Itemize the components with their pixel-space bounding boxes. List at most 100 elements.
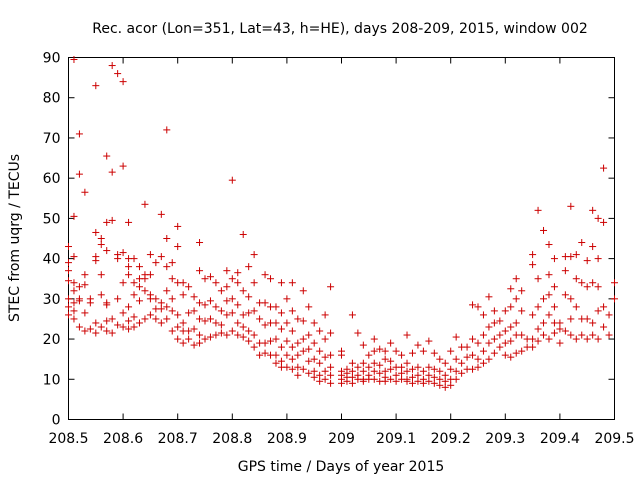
x-tick-label: 208.8 [212,431,252,447]
y-axis: 0 10 20 30 40 50 60 70 80 90 [43,51,615,429]
data-point [589,206,597,214]
data-point [572,275,580,283]
data-point [108,216,116,224]
data-point [250,251,258,259]
data-point [518,347,526,355]
data-point [540,226,548,234]
data-point [474,303,482,311]
data-point [228,309,236,317]
data-point [130,313,138,321]
data-point [550,303,558,311]
data-point [196,315,204,323]
data-point [272,319,280,327]
data-point [294,351,302,359]
data-point [583,257,591,265]
data-point [86,299,94,307]
data-point [490,319,498,327]
data-point [370,359,378,367]
data-point [518,331,526,339]
data-point [398,369,406,377]
data-point [310,355,318,363]
data-point [294,339,302,347]
data-point [201,335,209,343]
data-point [447,347,455,355]
x-axis-label: GPS time / Days of year 2015 [238,459,445,475]
data-point [338,351,345,359]
data-point [469,351,477,359]
data-point [348,367,356,375]
data-point [561,267,569,275]
data-point [310,319,318,327]
data-point [545,291,553,299]
data-point [419,379,427,387]
x-tick-label: 209.4 [540,431,580,447]
data-point [578,331,586,339]
data-point [447,365,455,373]
data-point [550,283,558,291]
data-point [239,333,247,341]
data-point [436,375,444,383]
data-point [103,327,111,335]
data-point [272,351,280,359]
data-point [316,347,324,355]
data-point [97,323,105,331]
data-point [152,259,160,267]
data-point [321,335,329,343]
data-point [430,373,438,381]
data-point [70,56,78,64]
data-point [157,210,165,218]
data-point [496,317,504,325]
data-point [75,297,83,305]
data-point [398,363,406,371]
data-point [507,303,515,311]
data-point [119,309,127,317]
data-point [376,369,384,377]
data-point [190,307,198,315]
data-point [288,343,296,351]
data-point [239,230,247,238]
data-point [578,279,586,287]
data-point [261,339,269,347]
data-point [479,331,487,339]
data-point [479,311,487,319]
data-point [168,327,176,335]
x-tick-label: 209 [328,431,355,447]
data-point [277,309,285,317]
data-point [496,343,504,351]
data-point [157,253,165,261]
data-point [490,349,498,357]
data-point [310,367,318,375]
data-point [529,335,537,343]
data-point [327,371,335,379]
data-point [474,339,482,347]
data-point [288,355,296,363]
data-point [223,267,231,275]
data-point [348,359,356,367]
chart-title: Rec. acor (Lon=351, Lat=43, h=HE), days … [92,21,588,37]
data-point [163,235,171,242]
data-point [447,381,455,389]
data-point [70,279,78,287]
data-point [572,303,580,311]
data-point [600,323,608,331]
data-point [114,295,122,303]
data-point [65,243,72,251]
data-point [217,321,225,329]
data-point [119,249,127,257]
data-point [81,271,89,279]
x-axis: 208.5 208.6 208.7 208.8 208.9 209 209.1 209.2 20… [48,57,635,447]
data-point [370,375,378,383]
data-point [114,255,122,263]
data-point [529,311,537,319]
data-point [206,315,214,323]
data-point [294,363,302,371]
data-point [567,295,575,303]
data-point [452,367,460,375]
data-point [250,307,258,315]
data-point [545,241,553,249]
data-point [81,188,89,196]
data-point [507,337,515,345]
data-point [261,299,269,307]
data-point [152,315,160,323]
data-point [501,307,509,315]
